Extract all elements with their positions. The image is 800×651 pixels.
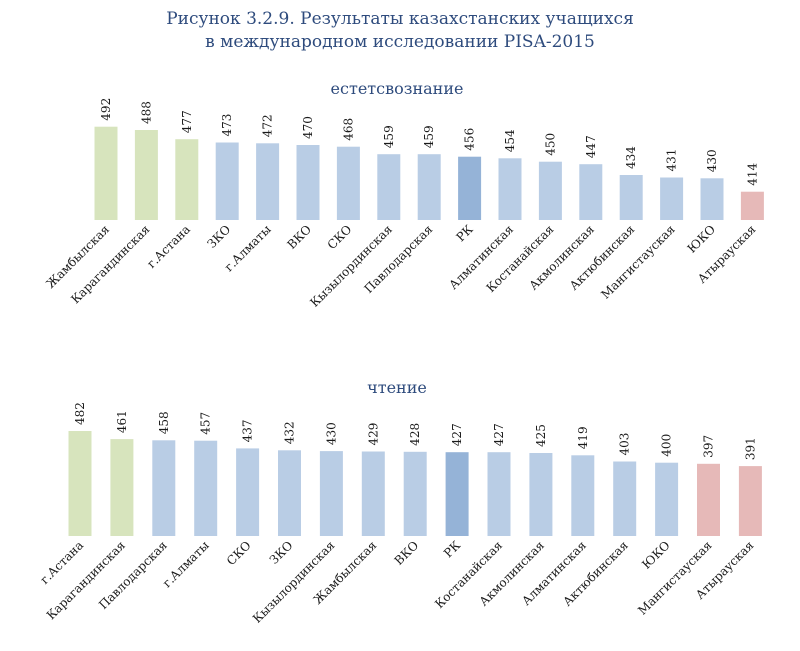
- bar-reading: [697, 463, 720, 536]
- value-label-science: 454: [503, 129, 517, 152]
- bar-science: [660, 177, 684, 220]
- value-label-science: 459: [422, 125, 436, 148]
- bar-science: [215, 142, 239, 220]
- value-label-science: 450: [543, 133, 557, 156]
- bar-science: [336, 146, 360, 220]
- value-label-reading: 403: [618, 433, 632, 456]
- value-label-science: 473: [220, 114, 234, 137]
- value-label-science: 468: [341, 118, 355, 141]
- bar-reading: [110, 439, 134, 536]
- chart-reading: чтение482г.Астана461Карагандинская458Пав…: [37, 378, 762, 626]
- value-label-reading: 457: [199, 412, 213, 435]
- bar-reading: [278, 450, 301, 536]
- bar-science: [417, 154, 441, 220]
- category-label-reading: ЮКО: [639, 538, 673, 572]
- value-label-reading: 427: [450, 423, 464, 446]
- value-label-reading: 461: [115, 410, 129, 433]
- bar-reading: [236, 448, 260, 536]
- category-label-science: г.Астана: [144, 222, 193, 271]
- category-label-science: ЮКО: [685, 222, 719, 256]
- bar-reading: [445, 452, 469, 536]
- category-label-science: Мангистауская: [598, 222, 677, 301]
- bar-science: [458, 156, 482, 220]
- figure-title: Рисунок 3.2.9. Результаты казахстанских …: [0, 8, 800, 54]
- bar-science: [256, 143, 280, 220]
- value-label-science: 456: [463, 128, 477, 151]
- figure-title-line-1: Рисунок 3.2.9. Результаты казахстанских …: [166, 9, 634, 29]
- bar-reading: [487, 452, 511, 536]
- bar-science: [700, 178, 724, 220]
- value-label-reading: 428: [408, 423, 422, 446]
- category-label-reading: г.Алматы: [160, 538, 212, 590]
- value-label-reading: 400: [660, 434, 674, 457]
- value-label-science: 447: [584, 135, 598, 158]
- value-label-reading: 430: [324, 422, 338, 445]
- value-label-reading: 425: [534, 424, 548, 447]
- bar-reading: [361, 451, 385, 536]
- bar-reading: [571, 455, 595, 536]
- chart-science: естетсвознание492Жамбылская488Карагандин…: [43, 79, 764, 310]
- value-label-reading: 427: [492, 423, 506, 446]
- category-label-reading: Мангистауская: [635, 538, 714, 617]
- category-label-reading: ВКО: [392, 538, 422, 568]
- value-label-reading: 419: [576, 426, 590, 449]
- category-label-reading: СКО: [224, 538, 254, 568]
- category-label-reading: Карагандинская: [44, 538, 128, 622]
- bar-science: [377, 154, 401, 220]
- value-label-reading: 458: [157, 411, 171, 434]
- bar-science: [134, 130, 158, 220]
- value-label-science: 477: [180, 110, 194, 133]
- bar-reading: [68, 431, 92, 536]
- bar-science: [94, 126, 118, 220]
- value-label-science: 431: [665, 149, 679, 172]
- figure-title-line-2: в международном исследовании PISA-2015: [205, 32, 595, 52]
- value-label-reading: 437: [241, 419, 255, 442]
- category-label-science: РК: [454, 222, 477, 245]
- value-label-reading: 429: [366, 423, 380, 446]
- bar-science: [175, 139, 199, 220]
- bar-science: [619, 175, 643, 220]
- value-label-science: 459: [382, 125, 396, 148]
- value-label-science: 414: [745, 162, 759, 185]
- chart-title-science: естетсвознание: [331, 79, 464, 98]
- bar-reading: [194, 440, 218, 536]
- bar-science: [740, 191, 764, 220]
- value-label-reading: 432: [283, 421, 297, 444]
- value-label-science: 488: [139, 101, 153, 124]
- bar-reading: [319, 451, 343, 536]
- category-label-science: ЗКО: [205, 222, 234, 251]
- bar-science: [296, 145, 320, 220]
- chart-title-reading: чтение: [367, 378, 427, 397]
- bar-reading: [738, 466, 762, 536]
- category-label-science: Карагандинская: [68, 222, 152, 306]
- bar-science: [498, 158, 522, 220]
- category-label-science: ВКО: [284, 222, 314, 252]
- category-label-science: СКО: [325, 222, 355, 252]
- bar-reading: [613, 461, 637, 536]
- bar-reading: [152, 440, 176, 536]
- value-label-reading: 397: [702, 435, 716, 458]
- value-label-science: 470: [301, 116, 315, 139]
- category-label-reading: РК: [441, 538, 464, 561]
- bar-reading: [529, 453, 553, 536]
- bar-science: [538, 161, 562, 220]
- bar-reading: [403, 451, 427, 536]
- value-label-science: 492: [99, 98, 113, 121]
- value-label-reading: 482: [73, 402, 87, 425]
- value-label-science: 434: [624, 146, 638, 169]
- value-label-reading: 391: [743, 437, 757, 460]
- value-label-science: 472: [261, 114, 275, 137]
- bar-reading: [655, 462, 679, 536]
- value-label-science: 430: [705, 149, 719, 172]
- category-label-reading: ЗКО: [267, 538, 296, 567]
- bar-science: [579, 164, 603, 220]
